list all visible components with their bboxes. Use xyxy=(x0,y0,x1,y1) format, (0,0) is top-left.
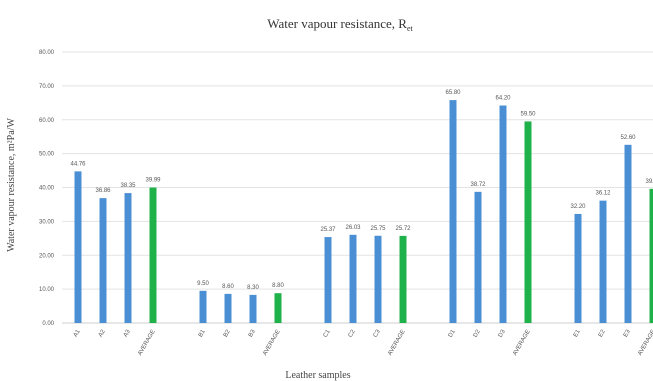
x-tick-label: AVERAGE xyxy=(637,329,653,357)
y-tick-label: 30.00 xyxy=(39,219,55,225)
data-label: 65.80 xyxy=(445,90,461,96)
x-axis-label: Leather samples xyxy=(285,370,350,381)
x-tick-label: C2 xyxy=(348,328,357,338)
y-axis-label: Water vapour resistance, m²Pa/W xyxy=(6,118,17,252)
bar xyxy=(649,188,653,323)
x-tick-label: B1 xyxy=(198,328,207,338)
bar xyxy=(274,293,282,323)
bar xyxy=(449,100,457,323)
data-label: 39.99 xyxy=(145,178,161,184)
x-tick-label: E3 xyxy=(623,328,632,338)
data-label: 44.76 xyxy=(70,161,86,167)
x-tick-label: B3 xyxy=(248,328,257,338)
x-tick-label: C1 xyxy=(323,328,332,338)
bar xyxy=(74,171,82,323)
x-tick-label: B2 xyxy=(223,328,232,338)
bar xyxy=(124,193,132,323)
x-tick-label: D3 xyxy=(498,328,507,338)
data-label: 36.12 xyxy=(595,191,611,197)
chart-title: Water vapour resistance, Ret xyxy=(267,16,413,33)
x-tick-label: A2 xyxy=(98,328,107,338)
data-label: 26.03 xyxy=(345,225,361,231)
data-label: 64.20 xyxy=(495,96,511,102)
data-label: 8.60 xyxy=(222,284,234,290)
bar xyxy=(199,290,207,323)
bars xyxy=(74,100,653,324)
data-label: 8.80 xyxy=(272,283,284,289)
x-tick-label: A1 xyxy=(73,328,82,338)
x-tick-label: A3 xyxy=(123,328,132,338)
y-tick-label: 80.00 xyxy=(39,50,55,56)
data-label: 38.35 xyxy=(120,183,136,189)
data-label: 39.60 xyxy=(645,179,653,185)
bar xyxy=(224,293,232,323)
bar xyxy=(399,235,407,323)
data-label: 59.50 xyxy=(520,111,536,117)
y-tick-label: 0.00 xyxy=(42,321,54,327)
bar xyxy=(374,235,382,323)
y-tick-label: 60.00 xyxy=(39,118,55,124)
bar xyxy=(149,187,157,323)
x-tick-label: C3 xyxy=(373,328,382,338)
bar xyxy=(624,144,632,323)
y-tick-label: 10.00 xyxy=(39,287,55,293)
x-tick-label: E1 xyxy=(573,328,582,338)
y-tick-label: 50.00 xyxy=(39,152,55,158)
bar xyxy=(474,191,482,323)
data-label: 9.50 xyxy=(197,281,209,287)
data-label: 25.72 xyxy=(395,226,411,232)
x-tick-label: E2 xyxy=(598,328,607,338)
bar xyxy=(99,198,107,323)
data-label: 8.30 xyxy=(247,285,259,291)
bar xyxy=(349,234,357,323)
chart-title-main: Water vapour resistance, R xyxy=(267,16,407,31)
x-tick-label: AVERAGE xyxy=(262,329,281,357)
bar xyxy=(499,105,507,324)
chart-title-subscript: et xyxy=(407,24,414,33)
x-axis-ticks: A1 A2 A3 AVERAGE B1 B2 B3 AVERAGE C1 C2 C3 AVERAGE D… xyxy=(73,328,653,356)
y-axis-ticks: 0.00 10.00 20.00 30.00 40.00 50.00 60.00 70.00 8… xyxy=(39,50,55,327)
bar xyxy=(249,294,257,323)
bar xyxy=(599,200,607,323)
bar xyxy=(524,121,532,323)
data-label: 38.72 xyxy=(470,182,486,188)
x-tick-label: D1 xyxy=(448,328,457,338)
gridlines xyxy=(62,51,653,324)
y-tick-label: 70.00 xyxy=(39,84,55,90)
x-tick-label: AVERAGE xyxy=(387,329,406,357)
data-label: 32.20 xyxy=(570,204,586,210)
x-tick-label: AVERAGE xyxy=(512,329,531,357)
y-tick-label: 40.00 xyxy=(39,186,55,192)
x-tick-label: D2 xyxy=(473,328,482,338)
bar xyxy=(324,237,332,323)
data-label: 25.37 xyxy=(320,227,336,233)
data-labels: 44.76 36.86 38.35 39.99 9.50 8.60 8.30 8.80 25.3… xyxy=(70,90,653,291)
data-label: 25.75 xyxy=(370,226,386,232)
x-tick-label: AVERAGE xyxy=(137,329,156,357)
data-label: 52.60 xyxy=(620,135,636,141)
bar xyxy=(574,213,582,323)
y-tick-label: 20.00 xyxy=(39,253,55,259)
data-label: 36.86 xyxy=(95,188,111,194)
